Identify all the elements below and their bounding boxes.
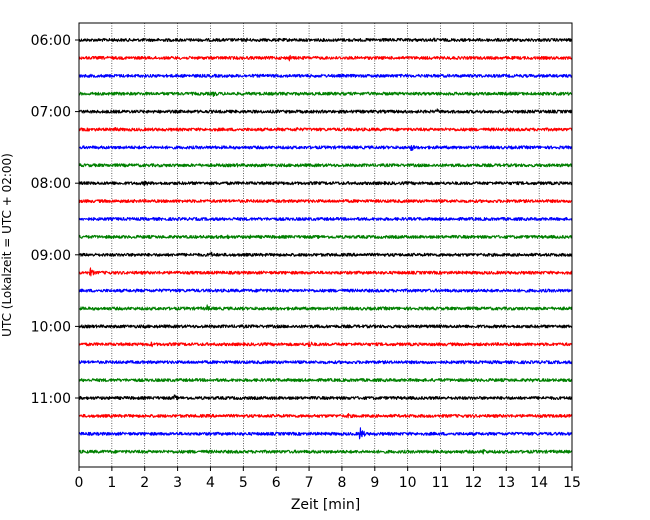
trace-0615 (79, 54, 572, 62)
y-tick-label: 10:00 (31, 319, 71, 335)
x-tick-label: 15 (563, 475, 581, 491)
y-tick-label: 11:00 (31, 391, 71, 407)
traces (79, 37, 572, 455)
trace-0900 (79, 251, 572, 257)
trace-1100 (79, 394, 572, 401)
x-tick-label: 9 (370, 475, 379, 491)
x-grid (111, 23, 540, 467)
x-tick-label: 2 (140, 475, 149, 491)
x-tick-label: 10 (399, 475, 417, 491)
x-tick-label: 12 (464, 475, 482, 491)
trace-1115 (79, 413, 572, 419)
trace-0800 (79, 180, 572, 186)
y-tick-label: 08:00 (31, 176, 71, 192)
x-axis: 0 1 2 3 4 5 6 7 8 9 10 11 12 13 14 15 (75, 467, 581, 491)
trace-0745 (79, 162, 572, 168)
x-tick-label: 7 (305, 475, 314, 491)
trace-0730 (79, 145, 572, 152)
x-tick-label: 6 (272, 475, 281, 491)
x-tick-label: 5 (239, 475, 248, 491)
trace-1030 (79, 360, 572, 365)
trace-1045 (79, 378, 572, 383)
y-tick-label: 06:00 (31, 33, 71, 49)
trace-1145 (79, 448, 572, 455)
y-axis: 06:00 07:00 08:00 09:00 10:00 11:00 (31, 33, 79, 407)
trace-0715 (79, 126, 572, 132)
y-tick-label: 09:00 (31, 248, 71, 264)
trace-1130 (79, 427, 572, 440)
trace-0945 (79, 304, 572, 311)
x-tick-label: 4 (206, 475, 215, 491)
x-tick-label: 1 (107, 475, 116, 491)
x-tick-label: 3 (173, 475, 182, 491)
trace-1000 (79, 324, 572, 329)
trace-0915 (79, 267, 572, 277)
x-tick-label: 11 (432, 475, 450, 491)
trace-0645 (79, 91, 572, 97)
x-tick-label: 8 (337, 475, 346, 491)
trace-0600 (79, 37, 572, 43)
trace-0845 (79, 234, 572, 240)
trace-0700 (79, 108, 572, 114)
plot-frame (78, 22, 573, 468)
trace-0930 (79, 288, 572, 293)
trace-0630 (79, 73, 572, 78)
x-tick-label: 0 (75, 475, 84, 491)
x-tick-label: 14 (530, 475, 548, 491)
trace-0830 (79, 216, 572, 222)
x-axis-label: Zeit [min] (291, 497, 360, 513)
trace-0815 (79, 199, 572, 204)
x-tick-label: 13 (497, 475, 515, 491)
y-axis-label: UTC (Lokalzeit = UTC + 02:00) (0, 153, 14, 337)
y-tick-label: 07:00 (31, 105, 71, 121)
trace-1015 (79, 341, 572, 348)
